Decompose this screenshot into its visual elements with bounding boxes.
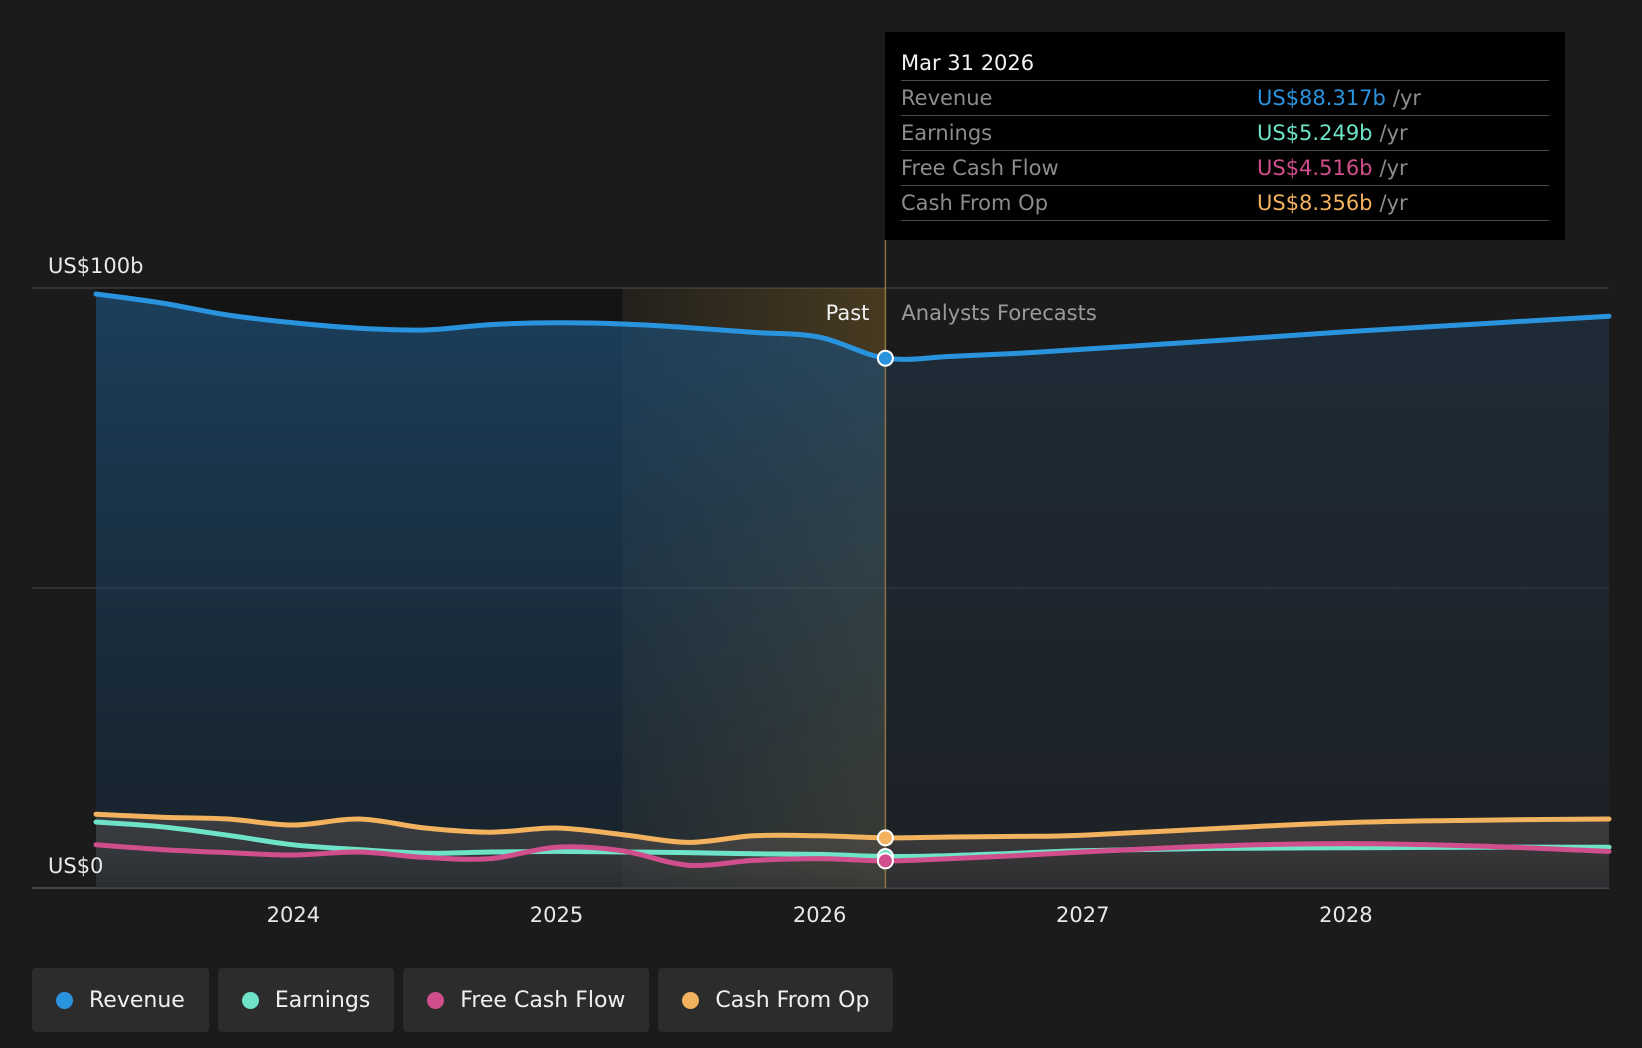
legend-item-cash-from-op[interactable]: Cash From Op — [658, 968, 894, 1032]
series-line-revenue — [93, 291, 1612, 362]
legend-item-earnings[interactable]: Earnings — [217, 968, 395, 1032]
series-line-earnings — [93, 819, 1612, 860]
x-tick-label: 2026 — [793, 903, 846, 927]
tooltip-row-unit: /yr — [1379, 191, 1408, 215]
series-line-cash-from-op — [93, 811, 1612, 845]
tooltip-row-label: Earnings — [901, 121, 993, 145]
tooltip-row-unit: /yr — [1379, 156, 1408, 180]
marker-cash-from-op[interactable] — [876, 829, 894, 847]
tooltip: Mar 31 2026 Revenue US$88.317b/yr Earnings… — [885, 32, 1565, 240]
tooltip-row-value: US$5.249b — [1257, 121, 1373, 145]
legend-dot-icon — [682, 991, 700, 1009]
forecast-label: Analysts Forecasts — [901, 301, 1096, 325]
revenue-area-forecast — [885, 316, 1609, 888]
past-label: Past — [826, 301, 870, 325]
legend-dot-icon — [427, 991, 445, 1009]
tooltip-row: Earnings US$5.249b/yr — [901, 115, 1549, 150]
tooltip-row-unit: /yr — [1392, 86, 1422, 110]
tooltip-row-label: Cash From Op — [901, 191, 1049, 215]
series-line-free-cash-flow — [93, 841, 1612, 868]
marker-free-cash-flow[interactable] — [876, 852, 894, 870]
legend-label: Earnings — [274, 987, 371, 1013]
x-tick-label: 2027 — [1056, 903, 1109, 927]
legend-dot-icon — [56, 991, 73, 1009]
tooltip-row-label: Free Cash Flow — [901, 156, 1059, 180]
marker-revenue[interactable] — [876, 349, 894, 367]
y-tick-label: US$0 — [48, 854, 103, 878]
tooltip-row-value: US$88.317b — [1257, 86, 1386, 110]
tooltip-row-value: US$8.356b — [1257, 191, 1373, 215]
tooltip-row-unit: /yr — [1379, 121, 1408, 145]
tooltip-row-label: Revenue — [901, 86, 993, 110]
tooltip-row: Revenue US$88.317b/yr — [901, 80, 1549, 115]
legend-dot-icon — [241, 991, 259, 1009]
x-tick-label: 2028 — [1319, 903, 1372, 927]
legend: Revenue Earnings Free Cash Flow Cash From O… — [32, 968, 894, 1032]
legend-label: Revenue — [89, 987, 185, 1013]
legend-label: Free Cash Flow — [460, 987, 626, 1013]
tooltip-row: Cash From Op US$8.356b/yr — [901, 185, 1549, 221]
revenue-area-past — [96, 294, 886, 888]
x-tick-label: 2024 — [267, 903, 320, 927]
tooltip-date: Mar 31 2026 — [901, 51, 1035, 75]
x-tick-label: 2025 — [530, 903, 583, 927]
legend-item-revenue[interactable]: Revenue — [32, 968, 209, 1032]
legend-label: Cash From Op — [715, 987, 870, 1013]
tooltip-row-value: US$4.516b — [1257, 156, 1373, 180]
y-tick-label: US$100b — [48, 254, 143, 278]
tooltip-row: Free Cash Flow US$4.516b/yr — [901, 150, 1549, 185]
legend-item-free-cash-flow[interactable]: Free Cash Flow — [403, 968, 650, 1032]
